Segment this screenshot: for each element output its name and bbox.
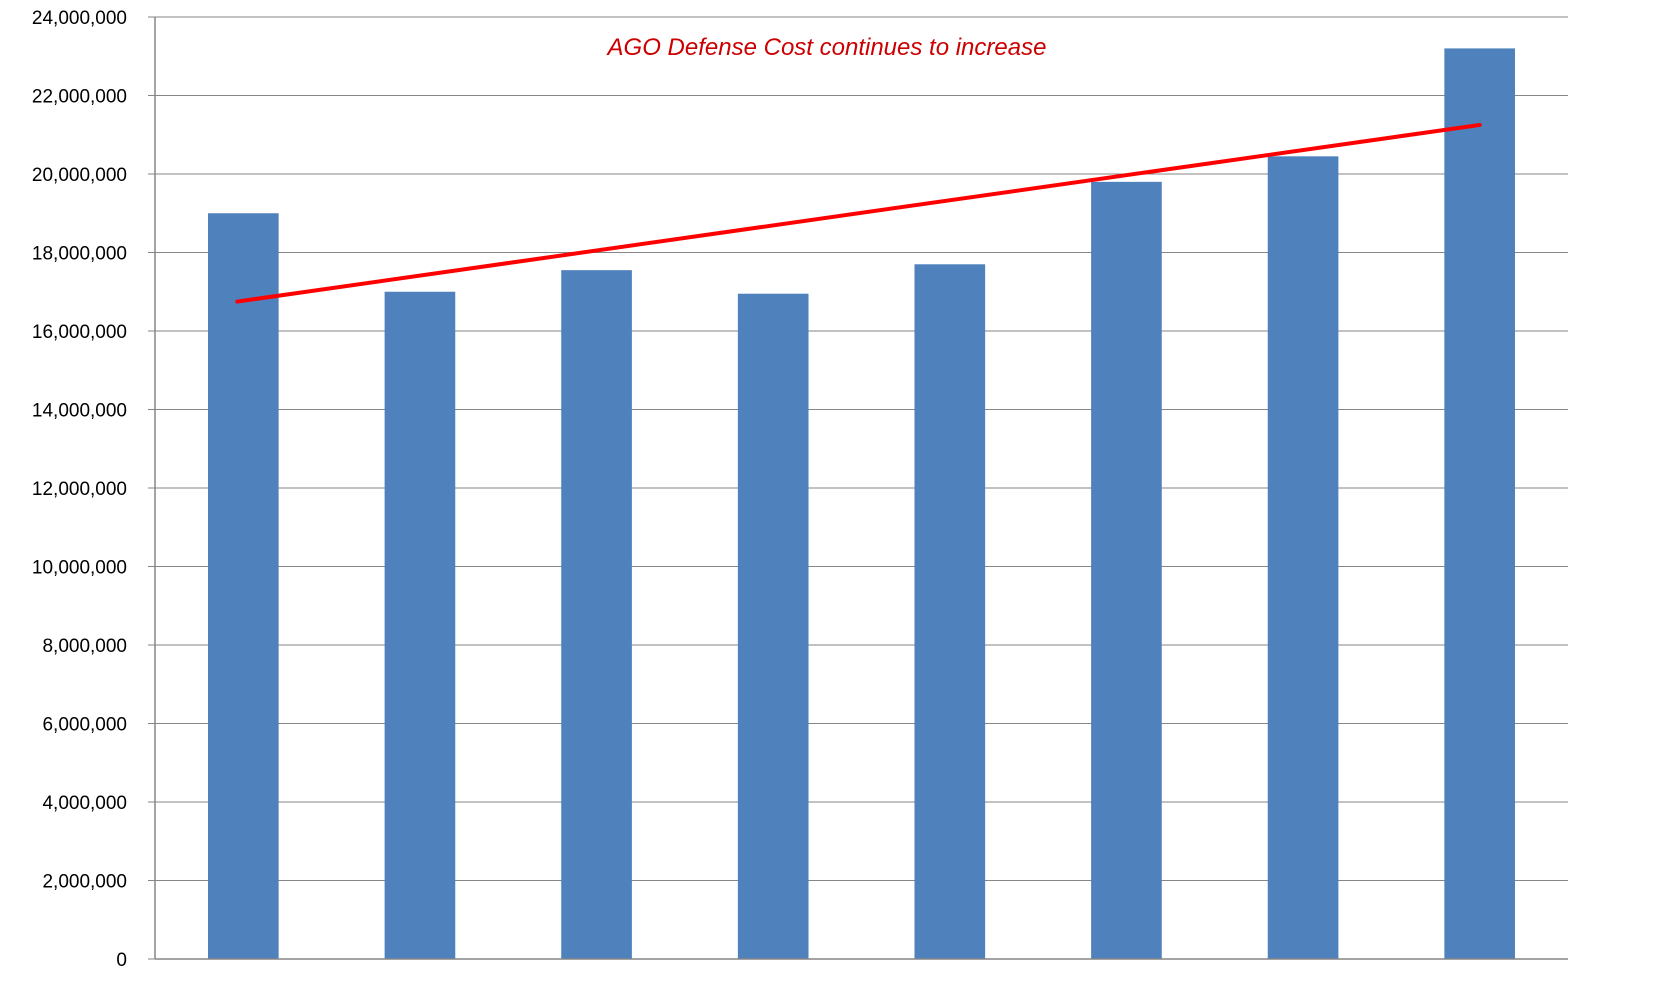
y-tick-label: 12,000,000 (32, 479, 127, 500)
gridlines (155, 16, 1568, 881)
y-tick-label: 6,000,000 (42, 715, 127, 736)
y-tick-label: 4,000,000 (42, 793, 127, 814)
bar (914, 264, 986, 959)
y-tick-label: 16,000,000 (32, 322, 127, 343)
bar (384, 291, 456, 959)
bar (207, 213, 279, 959)
bar (737, 293, 809, 959)
chart: 0 2,000,000 4,000,000 6,000,000 8,000,000 10,… (32, 8, 1568, 971)
y-tick-label: 18,000,000 (32, 244, 127, 265)
y-tick-label: 8,000,000 (42, 636, 127, 657)
y-tick-label: 20,000,000 (32, 165, 127, 186)
chart-annotation: AGO Defense Cost continues to increase (606, 34, 1047, 61)
trendline (235, 122, 1482, 304)
y-tick-label: 0 (116, 950, 127, 971)
bar (561, 270, 632, 960)
bar (1267, 156, 1339, 959)
bars (207, 48, 1516, 960)
y-tick-label: 22,000,000 (32, 87, 127, 108)
bar (1444, 48, 1516, 959)
y-tick-label: 2,000,000 (42, 872, 127, 893)
y-tick-label: 24,000,000 (32, 8, 127, 29)
axes (154, 17, 1568, 960)
y-tick-label: 14,000,000 (32, 401, 127, 422)
y-tick-label: 10,000,000 (32, 558, 127, 579)
bar (1091, 181, 1162, 960)
bar-chart-svg: 0 2,000,000 4,000,000 6,000,000 8,000,000 10,… (32, 8, 1568, 971)
trendline-group (235, 122, 1482, 304)
y-axis-tick-labels: 0 2,000,000 4,000,000 6,000,000 8,000,000 10,… (32, 8, 155, 971)
